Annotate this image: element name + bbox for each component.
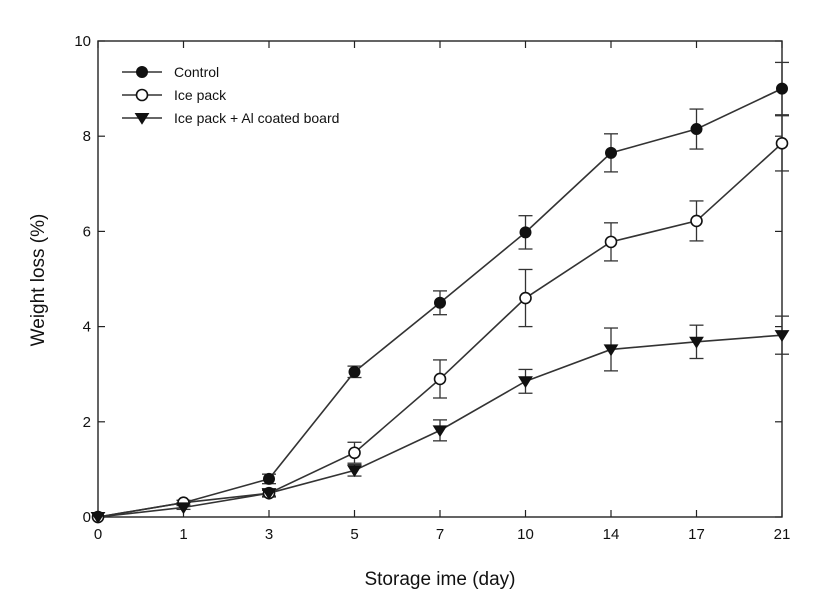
data-point-ice-pack-al-coated-board <box>774 330 790 342</box>
y-tick-label: 2 <box>83 414 91 431</box>
data-point-ice-pack <box>604 235 618 249</box>
legend-label-ice-pack: Ice pack <box>174 87 227 103</box>
data-point-ice-pack <box>348 446 361 460</box>
data-point-ice-pack-al-coated-board <box>176 502 191 515</box>
x-tick-label: 21 <box>774 526 791 543</box>
data-point-ice-pack-al-coated-board <box>518 376 533 389</box>
series-line-ice-pack <box>97 142 783 518</box>
x-tick-label: 10 <box>517 526 534 543</box>
data-point-ice-pack <box>519 291 532 305</box>
legend-marker-control <box>136 66 148 78</box>
data-point-control <box>776 82 788 95</box>
y-tick-label: 4 <box>83 319 91 336</box>
data-point-control <box>263 472 275 485</box>
legend-label-ice-pack-al-coated-board: Ice pack + Al coated board <box>174 110 339 126</box>
x-tick-label: 5 <box>350 526 358 543</box>
data-point-ice-pack <box>775 137 789 150</box>
x-tick-label: 3 <box>265 526 273 543</box>
x-tick-label: 0 <box>94 526 102 543</box>
x-axis-title: Storage ime (day) <box>364 569 515 590</box>
data-point-control <box>348 365 361 378</box>
data-point-control <box>605 146 617 159</box>
data-point-ice-pack-al-coated-board <box>603 344 619 357</box>
y-tick-label: 6 <box>83 223 91 240</box>
data-point-ice-pack-al-coated-board <box>689 336 704 349</box>
y-tick-label: 0 <box>83 509 91 526</box>
x-tick-label: 17 <box>688 526 705 543</box>
x-tick-label: 7 <box>436 526 444 543</box>
data-point-ice-pack <box>690 214 703 228</box>
y-tick-label: 8 <box>83 128 91 145</box>
series-markers <box>90 82 790 524</box>
legend: Control Ice pack Ice pack + Al coated boar… <box>122 64 339 126</box>
ticks: 0 2 4 6 8 10 0 1 3 5 7 10 14 17 21 <box>74 33 790 543</box>
data-point-ice-pack-al-coated-board <box>261 488 277 500</box>
y-tick-label: 10 <box>74 33 91 50</box>
data-point-ice-pack-al-coated-board <box>347 465 362 478</box>
legend-marker-ice-pack-al-coated-board <box>134 112 150 125</box>
legend-marker-ice-pack <box>135 88 149 102</box>
data-point-ice-pack-al-coated-board <box>432 425 448 438</box>
data-point-control <box>519 226 532 239</box>
legend-label-control: Control <box>174 64 219 80</box>
data-point-ice-pack-al-coated-board <box>90 511 106 524</box>
data-point-ice-pack <box>433 372 447 386</box>
x-tick-label: 1 <box>179 526 187 543</box>
data-point-control <box>434 296 446 309</box>
data-point-control <box>690 123 703 136</box>
y-axis-title: Weight loss (%) <box>28 214 49 347</box>
x-tick-label: 14 <box>603 526 620 543</box>
